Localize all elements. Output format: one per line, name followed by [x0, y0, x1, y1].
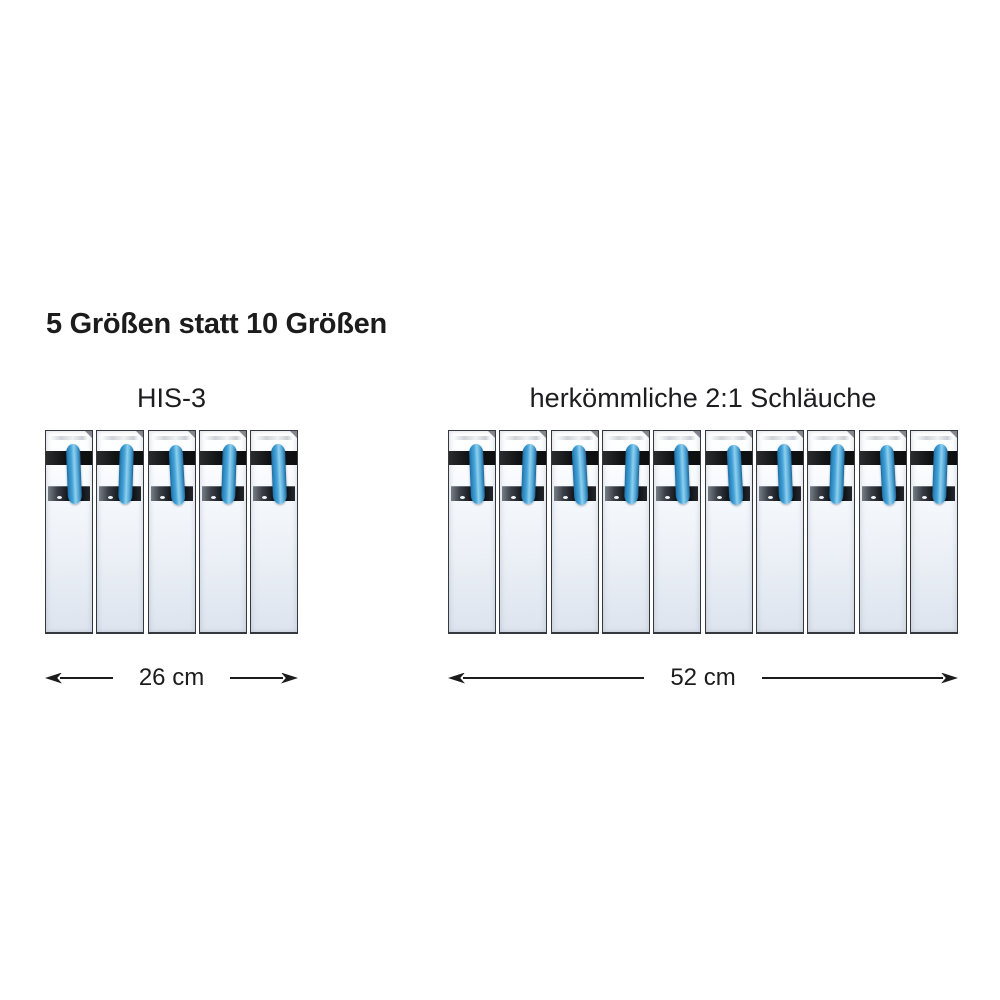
heat-shrink-tube	[932, 443, 948, 505]
dimension-26cm: 26 cm	[45, 664, 299, 692]
arrow-shaft	[230, 676, 284, 680]
page-title: 5 Größen statt 10 Größen	[46, 308, 387, 340]
arrow-right-head	[281, 672, 299, 684]
tubing-package	[198, 430, 247, 634]
group-title: HIS-3	[136, 383, 207, 413]
heat-shrink-tube	[65, 443, 83, 505]
arrow-shaft	[60, 676, 113, 680]
tubing-package	[653, 430, 702, 634]
heat-shrink-tube	[829, 443, 846, 505]
heat-shrink-tube	[167, 444, 186, 506]
heat-shrink-tube	[571, 444, 589, 506]
tubing-package	[704, 430, 753, 634]
heat-shrink-tube	[674, 443, 691, 505]
arrow-right-icon	[761, 672, 959, 684]
package-row	[45, 430, 298, 634]
tubing-package	[550, 430, 599, 634]
arrow-left-head	[448, 672, 465, 684]
arrow-right-head	[941, 672, 959, 684]
tubing-package	[858, 430, 907, 634]
dimension-52cm: 52 cm	[448, 664, 959, 692]
tubing-package	[250, 430, 298, 634]
arrow-shaft	[761, 676, 944, 680]
heat-shrink-tube	[624, 443, 640, 505]
tubing-package	[807, 430, 856, 634]
dimension-label: 26 cm	[138, 664, 205, 691]
package-row	[448, 430, 958, 634]
tubing-package	[448, 430, 496, 634]
heat-shrink-tube	[220, 443, 237, 505]
heat-shrink-tube	[726, 444, 744, 506]
tubing-package	[601, 430, 650, 634]
arrow-left-icon	[448, 672, 645, 684]
arrow-shaft	[463, 676, 645, 680]
group-title: herkömmliche 2:1 Schläuche	[529, 383, 877, 413]
dimension-label: 52 cm	[670, 664, 736, 691]
arrow-left-head	[45, 672, 62, 684]
heat-shrink-tube	[521, 443, 538, 505]
tubing-package	[909, 430, 958, 634]
arrow-left-icon	[45, 672, 113, 684]
heat-shrink-tube	[879, 444, 897, 506]
tubing-package	[755, 430, 804, 634]
heat-shrink-tube	[468, 443, 486, 505]
tubing-package	[499, 430, 548, 634]
tubing-package	[45, 430, 93, 634]
heat-shrink-tube	[118, 443, 135, 505]
heat-shrink-tube	[270, 443, 288, 505]
tubing-package	[96, 430, 145, 634]
heat-shrink-tube	[776, 443, 794, 505]
arrow-right-icon	[230, 672, 299, 684]
tubing-package	[147, 430, 196, 634]
